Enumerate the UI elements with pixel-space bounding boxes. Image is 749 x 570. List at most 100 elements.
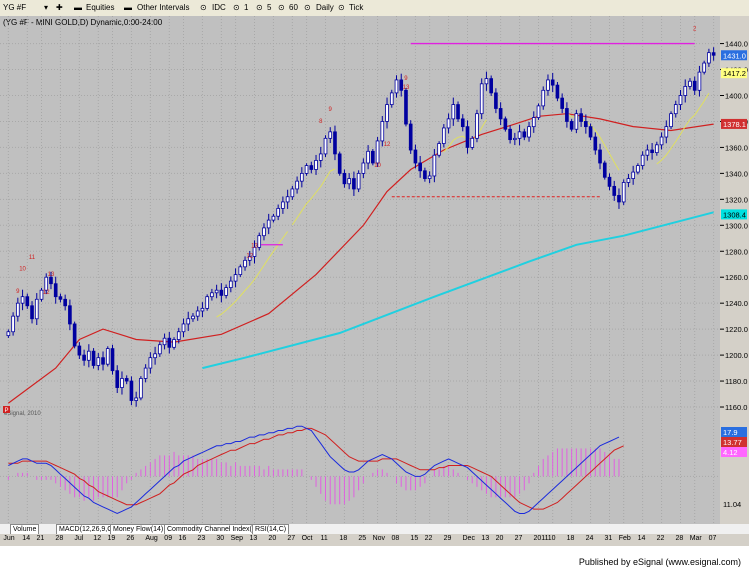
- macd-pane[interactable]: 17.913.774.12 11.04: [0, 420, 749, 524]
- interval-tick-button[interactable]: Tick: [349, 3, 364, 12]
- price-axis-label: 1220.0: [725, 325, 748, 334]
- candle-body: [465, 126, 470, 148]
- time-axis-label: 31: [604, 535, 613, 542]
- time-axis-label: 21: [36, 535, 45, 542]
- candle-body: [323, 137, 328, 155]
- price-chart-pane[interactable]: (YG #F - MINI GOLD,D) Dynamic,0:00-24:00…: [0, 16, 749, 420]
- candle-body: [394, 79, 399, 94]
- candle-body: [295, 180, 299, 190]
- candle-body: [664, 126, 669, 138]
- interval-icon[interactable]: ⊙: [278, 3, 285, 12]
- interval-icon[interactable]: ⊙: [304, 3, 311, 12]
- candle-body: [167, 337, 172, 348]
- time-axis-label: 08: [391, 535, 400, 542]
- interval-idc-button[interactable]: IDC: [212, 3, 226, 12]
- candle-body: [262, 227, 266, 237]
- time-axis-label: 25: [358, 535, 367, 542]
- price-tag-label: 1378.1: [723, 120, 746, 129]
- folder-icon[interactable]: ▬: [124, 3, 132, 12]
- price-tag-box: [721, 50, 747, 61]
- td-count-label: 11: [29, 255, 36, 261]
- candle-body: [304, 165, 309, 174]
- time-axis-label: 18: [566, 535, 575, 542]
- macd-tag-box: [721, 447, 747, 457]
- candle-body: [475, 113, 479, 139]
- candle-body: [53, 283, 58, 298]
- interval-60-button[interactable]: 60: [289, 3, 298, 12]
- candle-body: [418, 162, 422, 172]
- candle-body: [25, 296, 30, 307]
- candle-body: [124, 378, 129, 382]
- td-count-label: 13: [48, 272, 55, 278]
- candle-body: [588, 126, 593, 138]
- folder-icon[interactable]: ▬: [74, 3, 82, 12]
- candle-body: [484, 78, 489, 85]
- candle-body: [446, 118, 451, 129]
- time-axis-label: 2011: [533, 535, 549, 542]
- candle-body: [247, 256, 252, 261]
- candle-body: [318, 153, 323, 161]
- candle-body: [489, 78, 493, 94]
- interval-icon[interactable]: ⊙: [233, 3, 240, 12]
- interval-1-button[interactable]: 1: [244, 3, 249, 12]
- interval-icon[interactable]: ⊙: [338, 3, 345, 12]
- candle-body: [565, 108, 569, 122]
- candle-body: [148, 357, 153, 369]
- interval-icon[interactable]: ⊙: [200, 3, 207, 12]
- candle-body: [143, 367, 148, 379]
- candle-body: [437, 143, 441, 156]
- candle-body: [517, 131, 522, 139]
- candle-body: [200, 307, 205, 312]
- td-count-label: 13: [403, 85, 410, 91]
- dropdown-arrow-icon[interactable]: ▾: [44, 3, 49, 12]
- price-axis-label: 1340.0: [725, 169, 748, 178]
- candle-body: [593, 136, 598, 151]
- candle-body: [555, 84, 560, 99]
- candle-body: [44, 276, 49, 291]
- candle-body: [546, 79, 550, 91]
- interval-5-button[interactable]: 5: [267, 3, 272, 12]
- price-axis-label: 1180.0: [725, 377, 747, 386]
- candle-body: [285, 196, 290, 203]
- price-axis-label: 1200.0: [725, 351, 748, 360]
- candle-body: [356, 172, 361, 190]
- candle-body: [678, 95, 683, 105]
- candle-body: [621, 182, 626, 203]
- time-axis-label: 07: [708, 535, 717, 542]
- candle-body: [498, 108, 503, 120]
- time-axis-label: 15: [410, 535, 419, 542]
- symbol-field[interactable]: YG #F: [3, 3, 27, 12]
- candle-body: [252, 246, 257, 257]
- candle-body: [195, 310, 200, 317]
- interval-icon[interactable]: ⊙: [256, 3, 263, 12]
- td-count-label: 9: [16, 289, 20, 295]
- moving-average-yellow: [443, 119, 487, 153]
- candle-body: [91, 350, 96, 366]
- candle-body: [158, 344, 162, 355]
- candle-body: [82, 354, 86, 361]
- time-axis-label: Aug: [145, 535, 158, 542]
- candle-body: [352, 178, 356, 190]
- td-count-label: 10: [19, 267, 26, 273]
- candle-body: [584, 121, 588, 128]
- candle-body: [333, 131, 337, 155]
- macd-tag-label: 4.12: [723, 448, 738, 457]
- equities-button[interactable]: Equities: [86, 3, 115, 12]
- add-icon[interactable]: ✚: [56, 3, 63, 12]
- candle-body: [139, 378, 143, 399]
- other-intervals-button[interactable]: Other Intervals: [137, 3, 190, 12]
- time-axis-label: 22: [424, 535, 433, 542]
- time-axis-label: Feb: [618, 535, 631, 542]
- time-axis-label: 28: [675, 535, 684, 542]
- candle-body: [522, 131, 527, 138]
- candle-body: [380, 121, 385, 142]
- price-axis: 1440.01420.01400.01380.01360.01340.01320…: [720, 40, 748, 412]
- candle-body: [456, 104, 460, 120]
- interval-daily-button[interactable]: Daily: [316, 3, 334, 12]
- macd-histogram: [7, 448, 620, 505]
- published-by: Published by eSignal (www.esignal.com): [578, 557, 741, 567]
- candle-body: [153, 353, 157, 359]
- candle-body: [707, 52, 711, 64]
- candle-body: [683, 86, 688, 96]
- candle-body: [527, 126, 531, 138]
